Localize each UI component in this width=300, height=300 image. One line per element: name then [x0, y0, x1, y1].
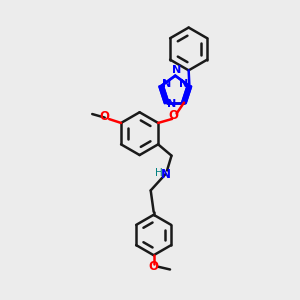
Text: N: N	[172, 65, 182, 75]
Text: N: N	[162, 80, 171, 89]
Text: O: O	[100, 110, 110, 123]
Text: O: O	[149, 260, 159, 273]
Text: O: O	[169, 110, 178, 122]
Text: N: N	[179, 80, 189, 89]
Text: N: N	[160, 168, 171, 181]
Text: H: H	[155, 168, 163, 178]
Text: N: N	[167, 99, 176, 109]
